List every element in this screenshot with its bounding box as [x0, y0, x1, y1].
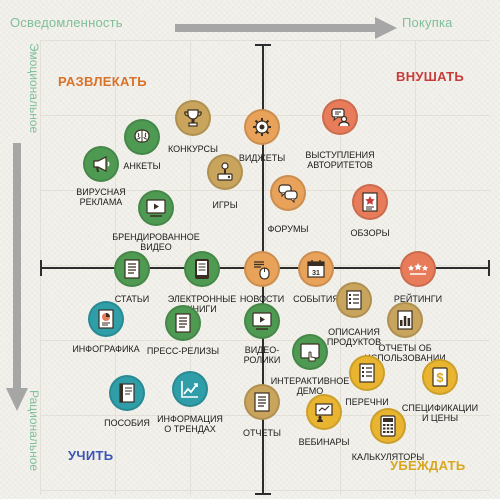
node-label-branded: БРЕНДИРОВАННОЕ ВИДЕО [112, 232, 200, 252]
node-label-articles: СТАТЬИ [114, 294, 150, 304]
svg-text:$: $ [436, 370, 444, 385]
pie-doc-icon [98, 309, 114, 329]
stars-icon [408, 263, 428, 275]
purchase-label: Покупка [402, 15, 453, 30]
node-manuals [109, 375, 145, 411]
node-viral [83, 146, 119, 182]
node-label-widgets: ВИДЖЕТЫ [238, 153, 286, 163]
node-label-videos: ВИДЕО- РОЛИКИ [243, 345, 281, 365]
node-label-product_desc: ОПИСАНИЯ ПРОДУКТОВ [326, 327, 382, 347]
node-label-calculators: КАЛЬКУЛЯТОРЫ [351, 452, 425, 462]
brain-icon [134, 129, 150, 143]
node-reports [244, 384, 280, 420]
node-label-press: ПРЕСС-РЕЛИЗЫ [146, 346, 220, 356]
node-contests [175, 100, 211, 136]
speaker-icon [331, 108, 350, 127]
axis-tick [488, 260, 490, 276]
quadrant-entertain: РАЗВЛЕКАТЬ [58, 74, 147, 89]
joystick-icon [217, 162, 233, 181]
node-label-reviews: ОБЗОРЫ [350, 228, 390, 238]
list-doc-icon [359, 363, 375, 383]
quadrant-inspire: ВНУШАТЬ [396, 69, 465, 84]
play-screen-icon [146, 199, 166, 217]
node-branded [138, 190, 174, 226]
node-forums [270, 175, 306, 211]
node-label-games: ИГРЫ [212, 200, 238, 210]
node-label-news: НОВОСТИ [239, 294, 285, 304]
doc-icon [175, 313, 191, 333]
tablet-icon [195, 259, 209, 279]
quadrant-educate: УЧИТЬ [68, 448, 114, 463]
presenter-icon [315, 403, 333, 422]
node-ratings [400, 251, 436, 287]
node-label-infographics: ИНФОГРАФИКА [72, 344, 140, 354]
node-calculators [370, 408, 406, 444]
node-label-ebooks: ЭЛЕКТРОННЫЕ КНИГИ [167, 294, 237, 314]
node-label-forums: ФОРУМЫ [267, 224, 309, 234]
node-specs: $ [422, 359, 458, 395]
node-news [244, 251, 280, 287]
bars-doc-icon [397, 310, 413, 330]
node-label-checklists: ПЕРЕЧНИ [345, 397, 389, 407]
node-label-trends: ИНФОРМАЦИЯ О ТРЕНДАХ [157, 414, 223, 434]
rational-label: Рациональное [27, 390, 41, 472]
star-doc-icon [362, 192, 378, 212]
node-videos [244, 303, 280, 339]
vertical-arrow [6, 143, 28, 411]
node-infographics [88, 301, 124, 337]
node-label-polls: АНКЕТЫ [123, 161, 161, 171]
news-mouse-icon [254, 261, 270, 280]
node-widgets [244, 109, 280, 145]
calendar-icon: 31 [307, 260, 325, 278]
node-speakers [322, 99, 358, 135]
node-label-viral: ВИРУСНАЯ РЕКЛАМА [76, 187, 126, 207]
svg-text:31: 31 [312, 270, 320, 277]
horizontal-arrow [175, 17, 397, 39]
node-ebooks [184, 251, 220, 287]
node-label-usage_reports: ОТЧЕТЫ ОБ ИСПОЛЬЗОВАНИИ [364, 343, 446, 363]
node-label-manuals: ПОСОБИЯ [104, 418, 150, 428]
node-usage_reports [387, 302, 423, 338]
list-doc-icon [346, 290, 362, 310]
node-events: 31 [298, 251, 334, 287]
node-label-contests: КОНКУРСЫ [167, 144, 219, 154]
book-icon [119, 383, 135, 403]
node-checklists [349, 355, 385, 391]
megaphone-icon [93, 156, 110, 172]
node-articles [114, 251, 150, 287]
awareness-label: Осведомленность [10, 15, 123, 30]
node-label-interactive: ИНТЕРАКТИВНОЕ ДЕМО [270, 376, 350, 396]
node-press [165, 305, 201, 341]
node-reviews [352, 184, 388, 220]
trophy-icon [184, 109, 202, 127]
chat-icon [278, 184, 298, 204]
node-interactive [292, 334, 328, 370]
quadrant-convince: УБЕЖДАТЬ [390, 458, 466, 473]
axis-tick [255, 493, 271, 495]
play-screen-icon [252, 312, 272, 330]
dollar-icon: $ [432, 367, 448, 387]
node-label-specs: СПЕЦИФИКАЦИИ И ЦЕНЫ [401, 403, 479, 423]
hand-screen-icon [300, 343, 320, 362]
trend-icon [181, 381, 198, 398]
node-label-speakers: ВЫСТУПЛЕНИЯ АВТОРИТЕТОВ [305, 150, 375, 170]
emotional-label: Эмоциональное [27, 43, 41, 134]
doc-icon [254, 392, 270, 412]
node-trends [172, 371, 208, 407]
node-label-reports: ОТЧЕТЫ [243, 428, 281, 438]
node-webinars [306, 394, 342, 430]
node-label-webinars: ВЕБИНАРЫ [298, 437, 350, 447]
doc-icon [124, 259, 140, 279]
gear-icon [253, 118, 271, 136]
node-polls [124, 119, 160, 155]
node-games [207, 154, 243, 190]
node-label-events: СОБЫТИЯ [293, 294, 339, 304]
node-label-ratings: РЕЙТИНГИ [393, 294, 443, 304]
node-product_desc [336, 282, 372, 318]
axis-tick [40, 260, 42, 276]
axis-tick [255, 44, 271, 46]
calculator-icon [380, 415, 396, 437]
